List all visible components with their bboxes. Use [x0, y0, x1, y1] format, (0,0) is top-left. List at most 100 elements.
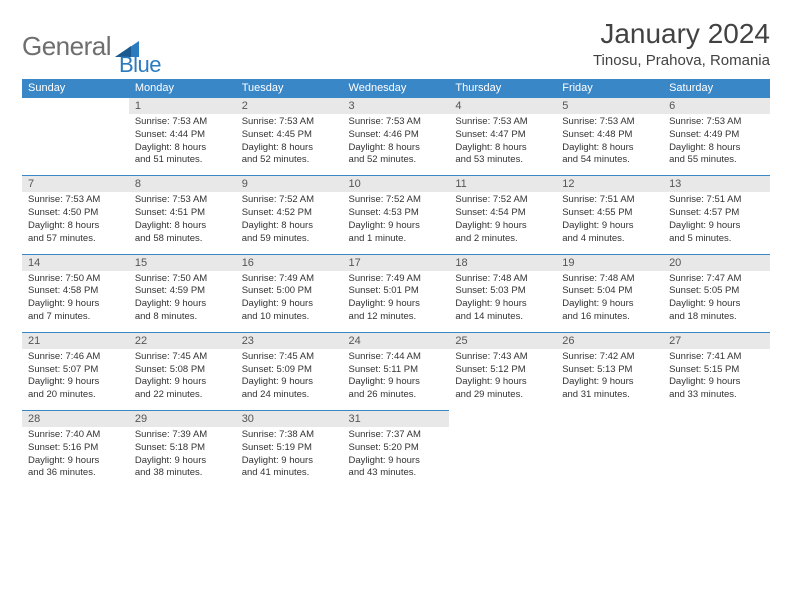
- calendar-day-cell: 15Sunrise: 7:50 AMSunset: 4:59 PMDayligh…: [129, 254, 236, 332]
- calendar-day-cell: 17Sunrise: 7:49 AMSunset: 5:01 PMDayligh…: [343, 254, 450, 332]
- day-details: Sunrise: 7:37 AMSunset: 5:20 PMDaylight:…: [343, 427, 450, 488]
- calendar-day-cell: 27Sunrise: 7:41 AMSunset: 5:15 PMDayligh…: [663, 332, 770, 410]
- day-details: Sunrise: 7:46 AMSunset: 5:07 PMDaylight:…: [22, 349, 129, 410]
- day-number: 26: [556, 333, 663, 349]
- weekday-header: Wednesday: [343, 79, 450, 98]
- logo: General Blue: [22, 18, 163, 62]
- day-number: 9: [236, 176, 343, 192]
- calendar-week-row: 1Sunrise: 7:53 AMSunset: 4:44 PMDaylight…: [22, 98, 770, 176]
- day-number: 7: [22, 176, 129, 192]
- weekday-header: Friday: [556, 79, 663, 98]
- day-number: 10: [343, 176, 450, 192]
- calendar-day-cell: 18Sunrise: 7:48 AMSunset: 5:03 PMDayligh…: [449, 254, 556, 332]
- calendar-day-cell: 12Sunrise: 7:51 AMSunset: 4:55 PMDayligh…: [556, 176, 663, 254]
- day-number: 8: [129, 176, 236, 192]
- day-number: 21: [22, 333, 129, 349]
- calendar-day-cell: 14Sunrise: 7:50 AMSunset: 4:58 PMDayligh…: [22, 254, 129, 332]
- weekday-header: Tuesday: [236, 79, 343, 98]
- day-details: Sunrise: 7:44 AMSunset: 5:11 PMDaylight:…: [343, 349, 450, 410]
- calendar-day-cell: 26Sunrise: 7:42 AMSunset: 5:13 PMDayligh…: [556, 332, 663, 410]
- day-details: Sunrise: 7:53 AMSunset: 4:50 PMDaylight:…: [22, 192, 129, 253]
- title-block: January 2024 Tinosu, Prahova, Romania: [593, 18, 770, 69]
- day-number: 12: [556, 176, 663, 192]
- day-number: 5: [556, 98, 663, 114]
- calendar-day-cell: [22, 98, 129, 176]
- day-details: Sunrise: 7:49 AMSunset: 5:01 PMDaylight:…: [343, 271, 450, 332]
- calendar-day-cell: 7Sunrise: 7:53 AMSunset: 4:50 PMDaylight…: [22, 176, 129, 254]
- day-details: Sunrise: 7:53 AMSunset: 4:48 PMDaylight:…: [556, 114, 663, 175]
- day-details: Sunrise: 7:45 AMSunset: 5:09 PMDaylight:…: [236, 349, 343, 410]
- calendar-day-cell: 10Sunrise: 7:52 AMSunset: 4:53 PMDayligh…: [343, 176, 450, 254]
- weekday-header-row: Sunday Monday Tuesday Wednesday Thursday…: [22, 79, 770, 98]
- calendar-day-cell: 9Sunrise: 7:52 AMSunset: 4:52 PMDaylight…: [236, 176, 343, 254]
- day-details: Sunrise: 7:49 AMSunset: 5:00 PMDaylight:…: [236, 271, 343, 332]
- logo-word-general: General: [22, 31, 111, 62]
- day-number: 11: [449, 176, 556, 192]
- weekday-header: Monday: [129, 79, 236, 98]
- calendar-day-cell: 6Sunrise: 7:53 AMSunset: 4:49 PMDaylight…: [663, 98, 770, 176]
- calendar-day-cell: [449, 411, 556, 489]
- day-details: Sunrise: 7:43 AMSunset: 5:12 PMDaylight:…: [449, 349, 556, 410]
- day-details: Sunrise: 7:47 AMSunset: 5:05 PMDaylight:…: [663, 271, 770, 332]
- logo-word-blue: Blue: [119, 52, 161, 78]
- calendar-day-cell: 31Sunrise: 7:37 AMSunset: 5:20 PMDayligh…: [343, 411, 450, 489]
- day-number: 13: [663, 176, 770, 192]
- calendar-day-cell: 25Sunrise: 7:43 AMSunset: 5:12 PMDayligh…: [449, 332, 556, 410]
- day-details: Sunrise: 7:48 AMSunset: 5:03 PMDaylight:…: [449, 271, 556, 332]
- day-details: Sunrise: 7:40 AMSunset: 5:16 PMDaylight:…: [22, 427, 129, 488]
- day-number: 25: [449, 333, 556, 349]
- calendar-week-row: 7Sunrise: 7:53 AMSunset: 4:50 PMDaylight…: [22, 176, 770, 254]
- day-number: 23: [236, 333, 343, 349]
- day-number: 29: [129, 411, 236, 427]
- day-details: Sunrise: 7:52 AMSunset: 4:54 PMDaylight:…: [449, 192, 556, 253]
- calendar-day-cell: 13Sunrise: 7:51 AMSunset: 4:57 PMDayligh…: [663, 176, 770, 254]
- day-details: Sunrise: 7:42 AMSunset: 5:13 PMDaylight:…: [556, 349, 663, 410]
- calendar-week-row: 21Sunrise: 7:46 AMSunset: 5:07 PMDayligh…: [22, 332, 770, 410]
- day-number: 31: [343, 411, 450, 427]
- weekday-header: Sunday: [22, 79, 129, 98]
- day-number: 22: [129, 333, 236, 349]
- calendar-day-cell: 23Sunrise: 7:45 AMSunset: 5:09 PMDayligh…: [236, 332, 343, 410]
- day-number: 24: [343, 333, 450, 349]
- page-title: January 2024: [593, 18, 770, 50]
- day-details: Sunrise: 7:51 AMSunset: 4:55 PMDaylight:…: [556, 192, 663, 253]
- calendar-table: Sunday Monday Tuesday Wednesday Thursday…: [22, 79, 770, 488]
- calendar-day-cell: [663, 411, 770, 489]
- calendar-day-cell: 29Sunrise: 7:39 AMSunset: 5:18 PMDayligh…: [129, 411, 236, 489]
- day-number: 15: [129, 255, 236, 271]
- calendar-day-cell: [556, 411, 663, 489]
- day-details: Sunrise: 7:50 AMSunset: 4:59 PMDaylight:…: [129, 271, 236, 332]
- calendar-day-cell: 28Sunrise: 7:40 AMSunset: 5:16 PMDayligh…: [22, 411, 129, 489]
- location-text: Tinosu, Prahova, Romania: [593, 52, 770, 69]
- calendar-day-cell: 5Sunrise: 7:53 AMSunset: 4:48 PMDaylight…: [556, 98, 663, 176]
- calendar-day-cell: 1Sunrise: 7:53 AMSunset: 4:44 PMDaylight…: [129, 98, 236, 176]
- calendar-day-cell: 19Sunrise: 7:48 AMSunset: 5:04 PMDayligh…: [556, 254, 663, 332]
- calendar-day-cell: 8Sunrise: 7:53 AMSunset: 4:51 PMDaylight…: [129, 176, 236, 254]
- calendar-day-cell: 3Sunrise: 7:53 AMSunset: 4:46 PMDaylight…: [343, 98, 450, 176]
- day-details: Sunrise: 7:53 AMSunset: 4:45 PMDaylight:…: [236, 114, 343, 175]
- day-number: 19: [556, 255, 663, 271]
- day-number: 16: [236, 255, 343, 271]
- day-number: 18: [449, 255, 556, 271]
- day-details: Sunrise: 7:50 AMSunset: 4:58 PMDaylight:…: [22, 271, 129, 332]
- day-details: Sunrise: 7:53 AMSunset: 4:46 PMDaylight:…: [343, 114, 450, 175]
- weekday-header: Saturday: [663, 79, 770, 98]
- calendar-week-row: 28Sunrise: 7:40 AMSunset: 5:16 PMDayligh…: [22, 411, 770, 489]
- calendar-day-cell: 20Sunrise: 7:47 AMSunset: 5:05 PMDayligh…: [663, 254, 770, 332]
- day-details: Sunrise: 7:53 AMSunset: 4:47 PMDaylight:…: [449, 114, 556, 175]
- calendar-day-cell: 24Sunrise: 7:44 AMSunset: 5:11 PMDayligh…: [343, 332, 450, 410]
- day-number: 2: [236, 98, 343, 114]
- day-details: Sunrise: 7:51 AMSunset: 4:57 PMDaylight:…: [663, 192, 770, 253]
- day-details: Sunrise: 7:53 AMSunset: 4:44 PMDaylight:…: [129, 114, 236, 175]
- day-number: 30: [236, 411, 343, 427]
- day-details: Sunrise: 7:38 AMSunset: 5:19 PMDaylight:…: [236, 427, 343, 488]
- day-number: 6: [663, 98, 770, 114]
- page-header: General Blue January 2024 Tinosu, Prahov…: [22, 18, 770, 69]
- day-number: 1: [129, 98, 236, 114]
- calendar-day-cell: 16Sunrise: 7:49 AMSunset: 5:00 PMDayligh…: [236, 254, 343, 332]
- day-details: Sunrise: 7:39 AMSunset: 5:18 PMDaylight:…: [129, 427, 236, 488]
- day-details: Sunrise: 7:45 AMSunset: 5:08 PMDaylight:…: [129, 349, 236, 410]
- day-number: 4: [449, 98, 556, 114]
- day-details: Sunrise: 7:52 AMSunset: 4:52 PMDaylight:…: [236, 192, 343, 253]
- calendar-day-cell: 22Sunrise: 7:45 AMSunset: 5:08 PMDayligh…: [129, 332, 236, 410]
